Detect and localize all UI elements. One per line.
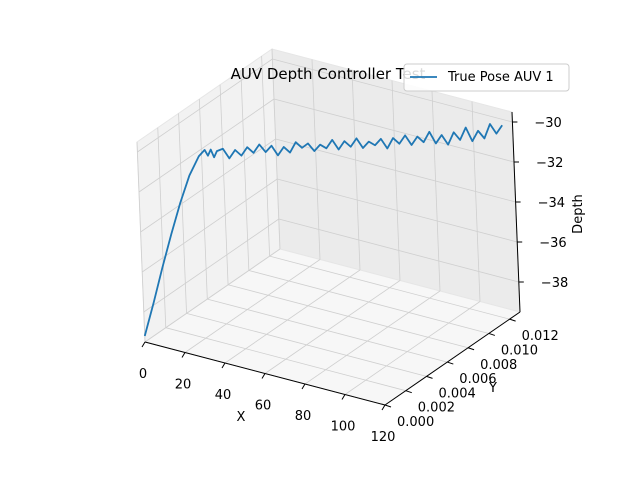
legend-box (403, 63, 570, 92)
y-grid-left (136, 141, 146, 343)
x-grid-floor (304, 290, 441, 385)
legend-label: True Pose AUV 1 (447, 70, 554, 85)
x-axis-label: X (237, 410, 246, 425)
tick-labels: 0 20 40 60 80 100 1200.0000.0020.0040.0060.008… (139, 116, 568, 445)
y-tick-label: 0.004 (439, 386, 476, 401)
y-tick-label: 0.002 (418, 401, 455, 416)
x-tick-label: 0 (139, 367, 147, 382)
y-grid-floor (186, 312, 427, 377)
z-tick-label: −30 (534, 116, 561, 131)
y-tick-label: 0.012 (522, 329, 559, 344)
z-axis-line (511, 111, 521, 313)
z-grid-back (273, 98, 515, 163)
z-tick-label: −36 (539, 236, 566, 251)
z-grid-left (138, 98, 275, 193)
legend: True Pose AUV 1 (403, 63, 570, 92)
y-grid-left (157, 127, 167, 328)
x-tick-mark (341, 394, 346, 400)
z-axis-label: Depth (571, 194, 586, 234)
z-grid-left (143, 218, 280, 313)
series-line-true-pose-auv-1 (143, 123, 503, 337)
x-tick-mark (221, 362, 226, 369)
z-grid-left (137, 58, 273, 153)
y-axis-label: Y (488, 381, 497, 396)
y-tick-mark (509, 318, 516, 322)
y-tick-label: 0.006 (459, 372, 496, 387)
x-tick-label: 20 (175, 378, 192, 393)
x-tick-label: 60 (255, 399, 272, 414)
y-grid-floor (165, 327, 406, 392)
x-grid-back (311, 59, 321, 260)
y-tick-label: 0.000 (397, 415, 434, 430)
x-tick-mark (301, 383, 306, 390)
y-tick-mark (488, 332, 496, 336)
x-grid-back (391, 80, 401, 281)
x-grid-back (351, 69, 361, 271)
y-grid-floor (269, 255, 510, 320)
y-tick-mark (447, 361, 454, 365)
x-tick-label: 80 (295, 409, 312, 424)
z-grid-left (140, 138, 276, 233)
z-grid-back (278, 218, 519, 283)
y-tick-mark (467, 347, 475, 351)
x-grid-floor (184, 259, 321, 353)
x-grid-floor (144, 248, 281, 343)
y-tick-label: 0.010 (501, 343, 538, 358)
series-lines (143, 123, 503, 337)
z-tick-label: −32 (536, 156, 563, 171)
x-tick-label: 120 (371, 430, 396, 445)
y-grid-left (178, 113, 187, 314)
y-grid-left (219, 84, 229, 285)
x-tick-mark (381, 404, 386, 411)
y-grid-left (261, 56, 271, 257)
x-grid-floor (344, 301, 481, 395)
x-grid-floor (264, 280, 401, 374)
x-tick-label: 100 (331, 420, 356, 435)
y-grid-left (198, 99, 208, 300)
x-grid-back (471, 101, 481, 302)
x-grid-floor (224, 269, 361, 364)
x-tick-mark (261, 373, 266, 379)
y-tick-mark (426, 375, 433, 379)
x-tick-mark (181, 352, 186, 358)
y-axis-line (384, 311, 521, 406)
z-tick-label: −34 (538, 196, 565, 211)
chart-title: AUV Depth Controller Test (231, 65, 426, 83)
y-grid-floor (248, 270, 489, 334)
y-tick-mark (384, 404, 392, 408)
z-grid-back (277, 178, 518, 243)
y-tick-label: 0.008 (480, 358, 517, 373)
x-grid-back (431, 90, 441, 292)
y-grid-floor (207, 298, 448, 363)
x-grid-back (271, 48, 281, 250)
y-grid-floor (227, 284, 469, 349)
x-tick-mark (141, 341, 146, 348)
y-grid-left (240, 70, 250, 271)
z-grid-back (272, 58, 513, 123)
x-tick-label: 40 (215, 388, 232, 403)
y-tick-mark (405, 390, 412, 394)
z-tick-label: −38 (541, 276, 568, 291)
